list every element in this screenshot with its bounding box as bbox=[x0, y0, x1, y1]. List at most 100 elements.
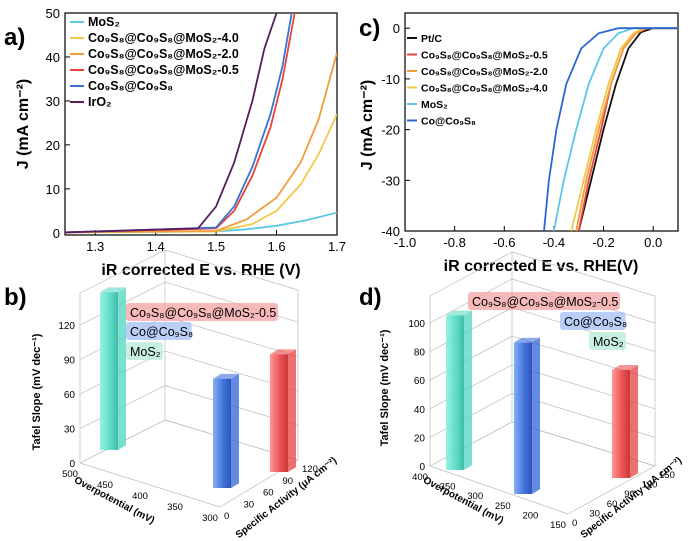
y-axis-label-a: J (mA cm⁻²) bbox=[15, 79, 32, 170]
legend-entry: Co@Co₉S₈ bbox=[421, 116, 476, 128]
legend-entry: Co₉S₈@Co₉S₈@MoS₂-0.5 bbox=[472, 295, 618, 309]
activity-tick-label: 120 bbox=[302, 464, 318, 475]
legend-entry: Co@Co₉S₈ bbox=[130, 325, 193, 339]
x-tick-label: 1.3 bbox=[86, 239, 104, 254]
frame-line bbox=[511, 251, 656, 297]
y-tick-label: -30 bbox=[381, 173, 400, 188]
overpotential-tick-label: 300 bbox=[202, 513, 218, 524]
bar-top bbox=[270, 349, 296, 355]
series-line bbox=[65, 52, 337, 234]
legend-entry: Co₉S₈@Co₉S₈@MoS₂-4.0 bbox=[421, 83, 548, 95]
activity-tick-label: 90 bbox=[283, 476, 294, 487]
activity-tick-label: 120 bbox=[642, 480, 658, 491]
legend-badge bbox=[126, 303, 278, 321]
y-tick-label: 0 bbox=[53, 226, 60, 241]
legend-entry: MoS₂ bbox=[88, 15, 120, 29]
bar-top bbox=[100, 287, 126, 293]
z-tick-label: 90 bbox=[64, 356, 76, 367]
legend-entry: MoS₂ bbox=[593, 335, 624, 349]
z-tick-label: 100 bbox=[408, 319, 425, 330]
y-tick-label: -40 bbox=[381, 224, 400, 239]
series-line bbox=[575, 27, 678, 231]
activity-tick-label: 30 bbox=[589, 508, 600, 519]
y-tick-label: 20 bbox=[46, 138, 60, 153]
legend-badge bbox=[468, 292, 620, 310]
z-tick-label: 120 bbox=[58, 321, 75, 332]
series-line bbox=[553, 27, 678, 231]
y-tick-label: -10 bbox=[381, 72, 400, 87]
bar bbox=[100, 292, 118, 450]
x-tick-label: -0.8 bbox=[443, 235, 465, 250]
frame-line bbox=[79, 249, 166, 294]
frame-line bbox=[164, 249, 299, 291]
y-tick-label: 50 bbox=[46, 6, 60, 21]
bar-top bbox=[612, 365, 638, 370]
x-tick-label: 1.6 bbox=[268, 239, 286, 254]
bar bbox=[270, 354, 288, 472]
frame-line bbox=[429, 251, 513, 297]
legend-entry: Pt/C bbox=[421, 33, 442, 45]
overpotential-tick-label: 450 bbox=[97, 480, 113, 491]
panel-label-b: b) bbox=[4, 284, 27, 311]
series-line bbox=[65, 113, 337, 234]
frame-line bbox=[429, 465, 569, 515]
overpotential-tick-label: 350 bbox=[167, 502, 183, 513]
x-axis-label-d: Overpotential (mV) bbox=[421, 475, 505, 527]
z-tick-label: 80 bbox=[414, 348, 426, 359]
series-line bbox=[65, 13, 296, 234]
panel-label-c: c) bbox=[359, 15, 380, 42]
y-tick-label: 0 bbox=[393, 21, 400, 36]
panel-label-d: d) bbox=[359, 284, 382, 311]
z-tick-label: 30 bbox=[64, 425, 76, 436]
bar bbox=[514, 342, 532, 494]
bar bbox=[213, 378, 231, 488]
x-tick-label: 1.7 bbox=[328, 239, 346, 254]
x-tick-label: -0.4 bbox=[543, 235, 565, 250]
y-tick-label: -20 bbox=[381, 123, 400, 138]
bar-top bbox=[446, 310, 472, 316]
legend-entry: Co@Co₉S₈ bbox=[564, 315, 627, 329]
series-line bbox=[577, 27, 678, 231]
z-tick-label: 20 bbox=[414, 433, 426, 444]
bar-side bbox=[532, 337, 540, 494]
legend-entry: Co₉S₈@Co₉S₈@MoS₂-0.5 bbox=[88, 63, 239, 77]
series-line bbox=[577, 27, 678, 231]
activity-tick-label: 60 bbox=[607, 499, 618, 510]
overpotential-tick-label: 400 bbox=[132, 491, 148, 502]
z-tick-label: 60 bbox=[64, 390, 76, 401]
x-tick-label: -0.6 bbox=[493, 235, 515, 250]
y-tick-label: 30 bbox=[46, 94, 60, 109]
x-tick-label: 0.0 bbox=[644, 235, 662, 250]
y-tick-label: 40 bbox=[46, 50, 60, 65]
z-tick-label: 60 bbox=[414, 376, 426, 387]
overpotential-tick-label: 200 bbox=[522, 510, 538, 521]
legend-entry: MoS₂ bbox=[421, 99, 448, 111]
x-axis-label-c: iR corrected E vs. RHE(V) bbox=[444, 258, 639, 275]
bar-top bbox=[213, 373, 239, 379]
bar-side bbox=[464, 310, 472, 470]
frame-line bbox=[567, 465, 656, 515]
overpotential-tick-label: 500 bbox=[62, 469, 78, 480]
overpotential-tick-label: 350 bbox=[440, 482, 456, 493]
activity-tick-label: 0 bbox=[572, 518, 577, 529]
x-tick-label: 1.5 bbox=[207, 239, 225, 254]
bar-side bbox=[288, 349, 296, 472]
legend-entry: Co₉S₈@Co₉S₈@MoS₂-0.5 bbox=[421, 50, 548, 62]
bar-side bbox=[118, 287, 126, 450]
activity-tick-label: 90 bbox=[624, 489, 635, 500]
legend-badge bbox=[126, 322, 192, 340]
x-axis-label-a: iR corrected E vs. RHE (V) bbox=[101, 262, 300, 279]
z-tick-label: 40 bbox=[414, 405, 426, 416]
legend-entry: Co₉S₈@Co₉S₈@MoS₂-4.0 bbox=[88, 31, 239, 45]
bar-top bbox=[514, 337, 540, 343]
overpotential-tick-label: 150 bbox=[550, 520, 566, 531]
y-tick-label: 10 bbox=[46, 182, 60, 197]
overpotential-tick-label: 400 bbox=[412, 472, 428, 483]
z-axis-label-d: Tafel Slope (mV dec⁻¹) bbox=[379, 329, 391, 446]
x-tick-label: -1.0 bbox=[394, 235, 416, 250]
activity-tick-label: 60 bbox=[263, 488, 274, 499]
z-tick-label: 0 bbox=[419, 462, 425, 473]
bar bbox=[446, 315, 464, 470]
series-line bbox=[65, 13, 293, 234]
